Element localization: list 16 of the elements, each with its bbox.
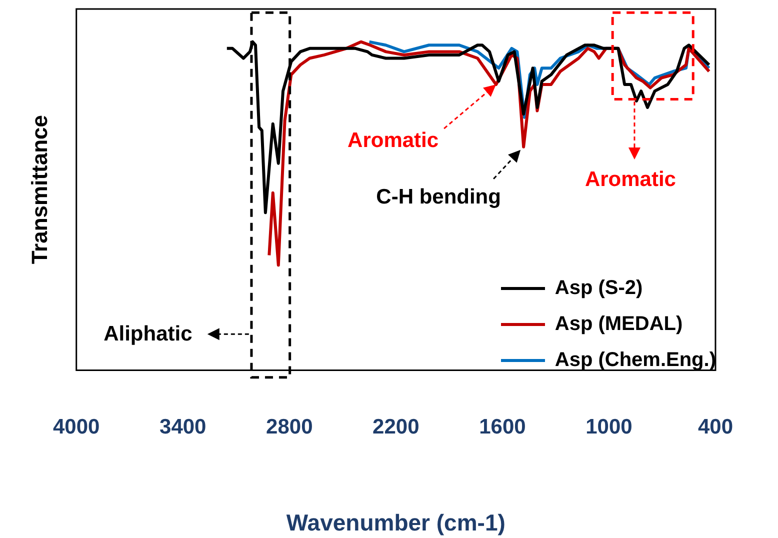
annotation: Aliphatic [104, 322, 193, 346]
annotation: Aromatic [348, 129, 439, 152]
x-tick-label: 3400 [160, 416, 206, 439]
x-tick-label: 400 [698, 416, 734, 439]
annotation: C-H bending [376, 185, 501, 208]
legend-label: Asp (S-2) [554, 276, 643, 300]
legend-label: Asp (MEDAL) [554, 312, 683, 336]
x-axis-title: Wavenumber (cm-1) [286, 510, 506, 536]
x-tick-label: 1600 [479, 416, 526, 439]
x-tick-label: 1000 [586, 416, 632, 439]
annotation: Aromatic [584, 168, 676, 192]
x-tick-label: 2200 [372, 416, 420, 439]
y-axis-title: Transmittance [27, 115, 52, 264]
x-tick-label: 4000 [53, 416, 100, 439]
legend-label: Asp (Chem.Eng.) [554, 348, 716, 372]
x-tick-label: 2800 [266, 416, 313, 439]
